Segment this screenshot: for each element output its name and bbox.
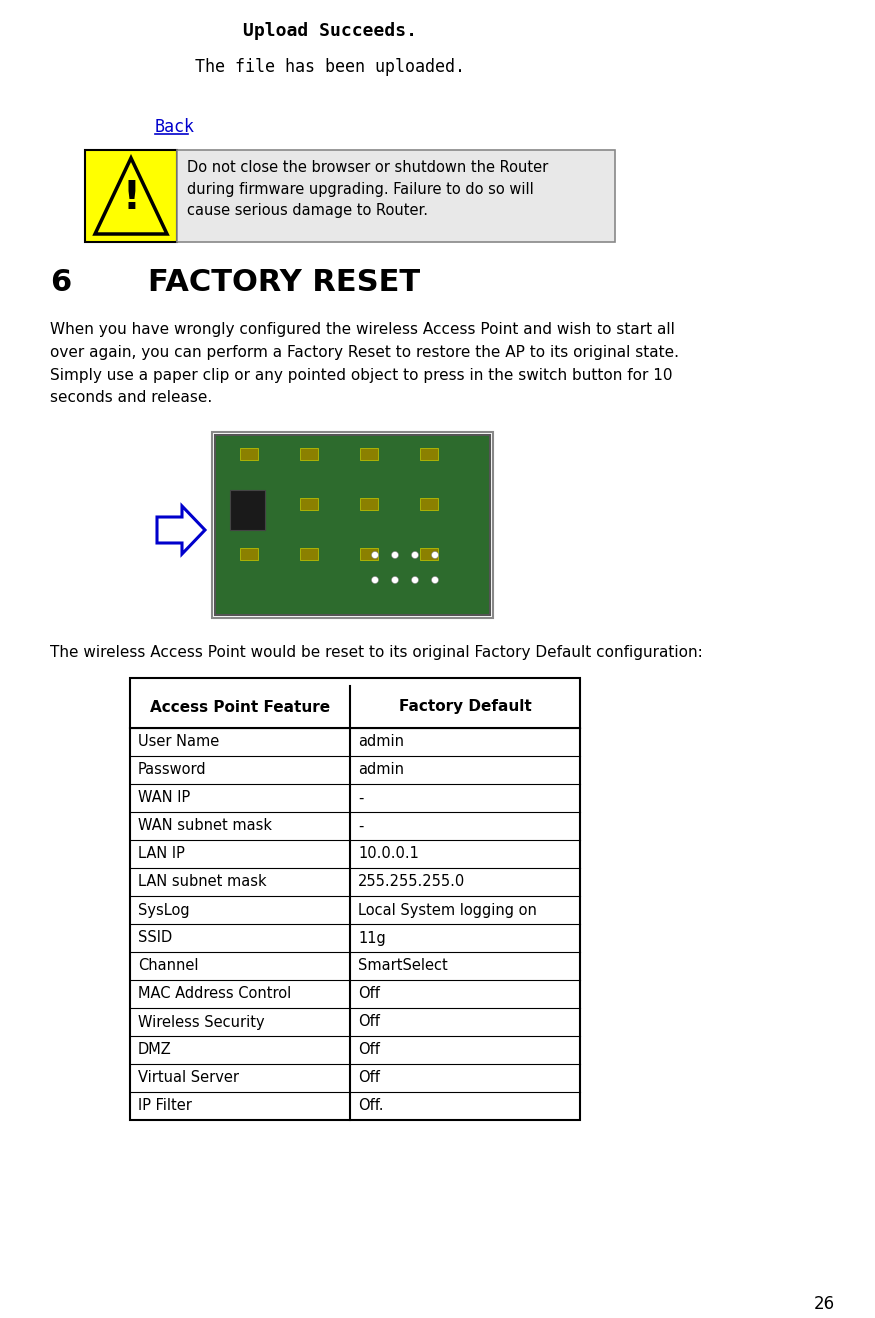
Text: Upload Succeeds.: Upload Succeeds. bbox=[243, 22, 417, 40]
Bar bbox=[230, 490, 265, 530]
Bar bbox=[240, 498, 258, 510]
Circle shape bbox=[391, 551, 398, 559]
Text: Wireless Security: Wireless Security bbox=[138, 1015, 264, 1029]
Circle shape bbox=[372, 576, 379, 584]
Text: WAN IP: WAN IP bbox=[138, 791, 190, 805]
Bar bbox=[420, 548, 438, 560]
Text: Channel: Channel bbox=[138, 958, 199, 974]
Text: Factory Default: Factory Default bbox=[399, 700, 531, 714]
Text: The file has been uploaded.: The file has been uploaded. bbox=[195, 58, 465, 76]
Text: Do not close the browser or shutdown the Router
during firmware upgrading. Failu: Do not close the browser or shutdown the… bbox=[187, 159, 549, 219]
Circle shape bbox=[391, 576, 398, 584]
Text: SysLog: SysLog bbox=[138, 903, 190, 917]
Bar bbox=[300, 548, 318, 560]
Text: admin: admin bbox=[358, 763, 404, 778]
Text: Password: Password bbox=[138, 763, 206, 778]
Text: MAC Address Control: MAC Address Control bbox=[138, 986, 291, 1002]
Text: Off: Off bbox=[358, 1015, 380, 1029]
FancyBboxPatch shape bbox=[177, 150, 615, 243]
Circle shape bbox=[411, 576, 418, 584]
Text: LAN subnet mask: LAN subnet mask bbox=[138, 875, 267, 890]
Circle shape bbox=[431, 551, 438, 559]
Bar bbox=[240, 448, 258, 460]
Text: LAN IP: LAN IP bbox=[138, 846, 185, 862]
FancyBboxPatch shape bbox=[130, 677, 580, 1120]
Text: -: - bbox=[358, 791, 363, 805]
Bar bbox=[360, 498, 378, 510]
Text: SmartSelect: SmartSelect bbox=[358, 958, 448, 974]
Text: Off: Off bbox=[358, 1070, 380, 1086]
Text: Off.: Off. bbox=[358, 1098, 383, 1114]
Circle shape bbox=[431, 576, 438, 584]
Text: User Name: User Name bbox=[138, 734, 220, 750]
Text: SSID: SSID bbox=[138, 931, 172, 945]
Polygon shape bbox=[95, 158, 167, 235]
Text: 255.255.255.0: 255.255.255.0 bbox=[358, 875, 466, 890]
Text: WAN subnet mask: WAN subnet mask bbox=[138, 818, 272, 833]
Text: Back: Back bbox=[155, 119, 195, 136]
Bar bbox=[420, 448, 438, 460]
Text: admin: admin bbox=[358, 734, 404, 750]
Text: DMZ: DMZ bbox=[138, 1043, 172, 1057]
Text: -: - bbox=[358, 818, 363, 833]
Circle shape bbox=[372, 551, 379, 559]
Text: FACTORY RESET: FACTORY RESET bbox=[148, 268, 420, 297]
Text: The wireless Access Point would be reset to its original Factory Default configu: The wireless Access Point would be reset… bbox=[50, 645, 703, 660]
Text: 26: 26 bbox=[814, 1296, 835, 1313]
Bar bbox=[360, 448, 378, 460]
Bar bbox=[300, 448, 318, 460]
Text: Access Point Feature: Access Point Feature bbox=[150, 700, 330, 714]
Bar bbox=[420, 498, 438, 510]
FancyBboxPatch shape bbox=[215, 435, 490, 616]
Bar bbox=[300, 498, 318, 510]
Text: !: ! bbox=[123, 179, 140, 217]
Text: 10.0.0.1: 10.0.0.1 bbox=[358, 846, 419, 862]
Text: When you have wrongly configured the wireless Access Point and wish to start all: When you have wrongly configured the wir… bbox=[50, 322, 679, 406]
Text: 11g: 11g bbox=[358, 931, 386, 945]
Text: Virtual Server: Virtual Server bbox=[138, 1070, 239, 1086]
Text: Local System logging on: Local System logging on bbox=[358, 903, 537, 917]
Circle shape bbox=[411, 551, 418, 559]
Bar bbox=[360, 548, 378, 560]
Text: Off: Off bbox=[358, 1043, 380, 1057]
Text: 6: 6 bbox=[50, 268, 71, 297]
FancyBboxPatch shape bbox=[85, 150, 177, 243]
Text: IP Filter: IP Filter bbox=[138, 1098, 192, 1114]
Bar bbox=[240, 548, 258, 560]
Text: Off: Off bbox=[358, 986, 380, 1002]
